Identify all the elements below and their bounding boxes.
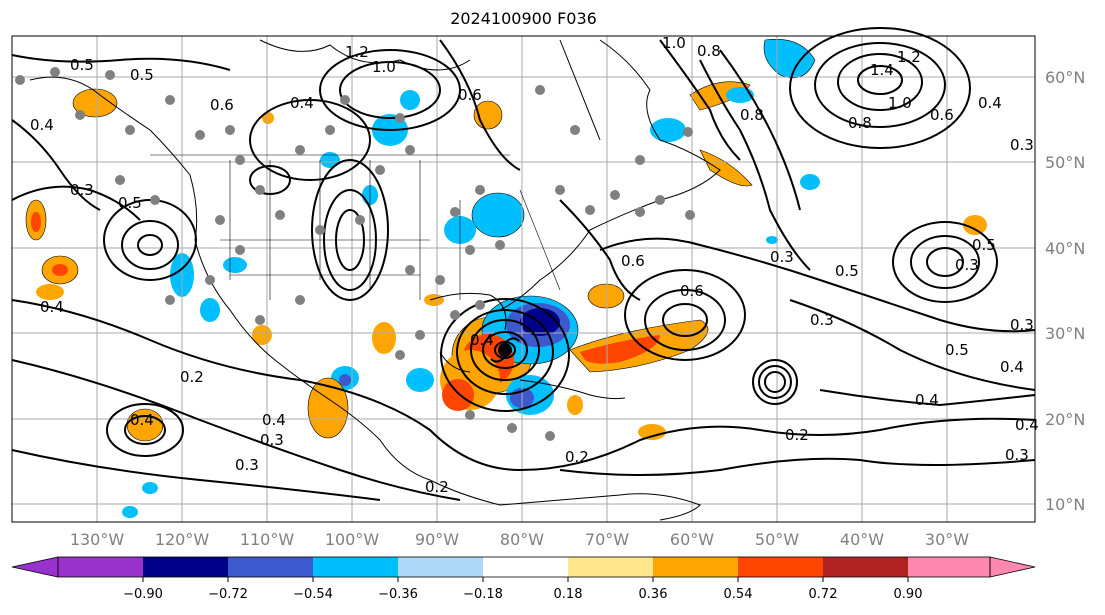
contour-label: 0.6 bbox=[680, 282, 704, 300]
contour-label: 0.6 bbox=[621, 252, 645, 270]
colorbar-tick: −0.18 bbox=[463, 587, 503, 602]
borders bbox=[150, 154, 561, 300]
map-title: 2024100900 F036 bbox=[450, 9, 597, 28]
lon-label: 30°W bbox=[925, 530, 969, 549]
contour-labels: 1.2 1.0 0.5 0.5 0.4 0.4 0.6 0.3 0.5 0.6 … bbox=[30, 34, 1039, 496]
colorbar-tick: 0.54 bbox=[724, 587, 753, 602]
lat-label: 30°N bbox=[1045, 324, 1085, 343]
lon-label: 100°W bbox=[325, 530, 380, 549]
lon-label: 40°W bbox=[840, 530, 884, 549]
lon-label: 120°W bbox=[155, 530, 210, 549]
contour-label: 0.8 bbox=[848, 114, 872, 132]
contour-label: 0.3 bbox=[1005, 446, 1029, 464]
contour-label: 0.2 bbox=[785, 426, 809, 444]
lon-label: 90°W bbox=[415, 530, 459, 549]
lon-label: 50°W bbox=[755, 530, 799, 549]
colorbar-swatch bbox=[483, 557, 568, 577]
contour-label: 1.0 bbox=[662, 34, 686, 52]
contour-label: 0.3 bbox=[955, 256, 979, 274]
map-area bbox=[12, 36, 1035, 522]
contour-label: 0.2 bbox=[565, 448, 589, 466]
contour-label: 1.0 bbox=[888, 94, 912, 112]
colorbar-tick: −0.72 bbox=[208, 587, 248, 602]
latitude-axis: 60°N 50°N 40°N 30°N 20°N 10°N bbox=[1045, 68, 1085, 514]
colorbar-swatch bbox=[313, 557, 398, 577]
colorbar-tick: 0.72 bbox=[809, 587, 838, 602]
lat-label: 50°N bbox=[1045, 153, 1085, 172]
contour-label: 0.5 bbox=[70, 56, 94, 74]
colorbar-swatch bbox=[398, 557, 483, 577]
contour-label: 0.4 bbox=[262, 411, 286, 429]
colorbar-tick: 0.90 bbox=[894, 587, 923, 602]
lat-label: 60°N bbox=[1045, 68, 1085, 87]
contour-label: 0.4 bbox=[290, 94, 314, 112]
contour-label: 0.3 bbox=[1010, 316, 1034, 334]
contour-label: 1.2 bbox=[345, 43, 369, 61]
contour-label: 0.4 bbox=[30, 116, 54, 134]
colorbar-swatch bbox=[653, 557, 738, 577]
colorbar-tick: −0.90 bbox=[123, 587, 163, 602]
contour-label: 0.5 bbox=[972, 236, 996, 254]
colorbar-swatch bbox=[738, 557, 823, 577]
contour-label: 0.3 bbox=[70, 181, 94, 199]
contour-label: 1.2 bbox=[897, 48, 921, 66]
colorbar-swatch bbox=[143, 557, 228, 577]
contour-label: 0.3 bbox=[260, 431, 284, 449]
colorbar-extend-low bbox=[11, 556, 59, 578]
contours bbox=[11, 27, 1036, 501]
contour-label: 0.4 bbox=[915, 391, 939, 409]
colorbar-tick: 0.18 bbox=[554, 587, 583, 602]
lon-label: 60°W bbox=[670, 530, 714, 549]
contour-label: 0.8 bbox=[697, 42, 721, 60]
colorbar-swatch bbox=[908, 557, 990, 577]
contour-label: 1.0 bbox=[372, 58, 396, 76]
lon-label: 80°W bbox=[500, 530, 544, 549]
contour-label: 0.2 bbox=[180, 368, 204, 386]
lon-label: 130°W bbox=[70, 530, 125, 549]
longitude-axis: 130°W 120°W 110°W 100°W 90°W 80°W 70°W 6… bbox=[70, 530, 969, 549]
colorbar-tick: 0.36 bbox=[639, 587, 668, 602]
colorbar-swatch bbox=[58, 557, 143, 577]
lat-label: 20°N bbox=[1045, 410, 1085, 429]
contour-label: 0.5 bbox=[118, 194, 142, 212]
colorbar: −0.90 −0.72 −0.54 −0.36 −0.18 0.18 0.36 … bbox=[11, 556, 1036, 602]
contour-label: 0.5 bbox=[835, 262, 859, 280]
contour-label: 0.2 bbox=[425, 478, 449, 496]
colorbar-swatch bbox=[228, 557, 313, 577]
contour-label: 0.4 bbox=[40, 298, 64, 316]
colorbar-tick: −0.36 bbox=[378, 587, 418, 602]
contour-label: 0.3 bbox=[770, 248, 794, 266]
colorbar-extend-high bbox=[989, 556, 1036, 578]
contour-label: 0.6 bbox=[458, 86, 482, 104]
colorbar-swatch bbox=[823, 557, 908, 577]
contour-label: 0.6 bbox=[930, 106, 954, 124]
contour-label: 0.4 bbox=[978, 94, 1002, 112]
contour-label: 0.6 bbox=[210, 96, 234, 114]
coastlines bbox=[29, 39, 721, 521]
colorbar-tick: −0.54 bbox=[293, 587, 333, 602]
contour-label: 0.4 bbox=[1015, 416, 1039, 434]
contour-label: 0.4 bbox=[1000, 358, 1024, 376]
lat-label: 10°N bbox=[1045, 495, 1085, 514]
contour-label: 0.4 bbox=[470, 331, 494, 349]
lat-label: 40°N bbox=[1045, 239, 1085, 258]
contour-label: 0.3 bbox=[1010, 136, 1034, 154]
lon-label: 70°W bbox=[585, 530, 629, 549]
lon-label: 110°W bbox=[240, 530, 295, 549]
contour-label: 0.4 bbox=[130, 411, 154, 429]
station-markers bbox=[15, 67, 695, 441]
contour-label: 0.3 bbox=[810, 311, 834, 329]
contour-label: 0.5 bbox=[130, 66, 154, 84]
contour-label: 1.4 bbox=[870, 61, 894, 79]
contour-label: 0.3 bbox=[235, 456, 259, 474]
contour-label: 0.8 bbox=[740, 106, 764, 124]
hurricane-icon bbox=[490, 337, 520, 363]
colorbar-swatch bbox=[568, 557, 653, 577]
contour-label: 0.5 bbox=[945, 341, 969, 359]
